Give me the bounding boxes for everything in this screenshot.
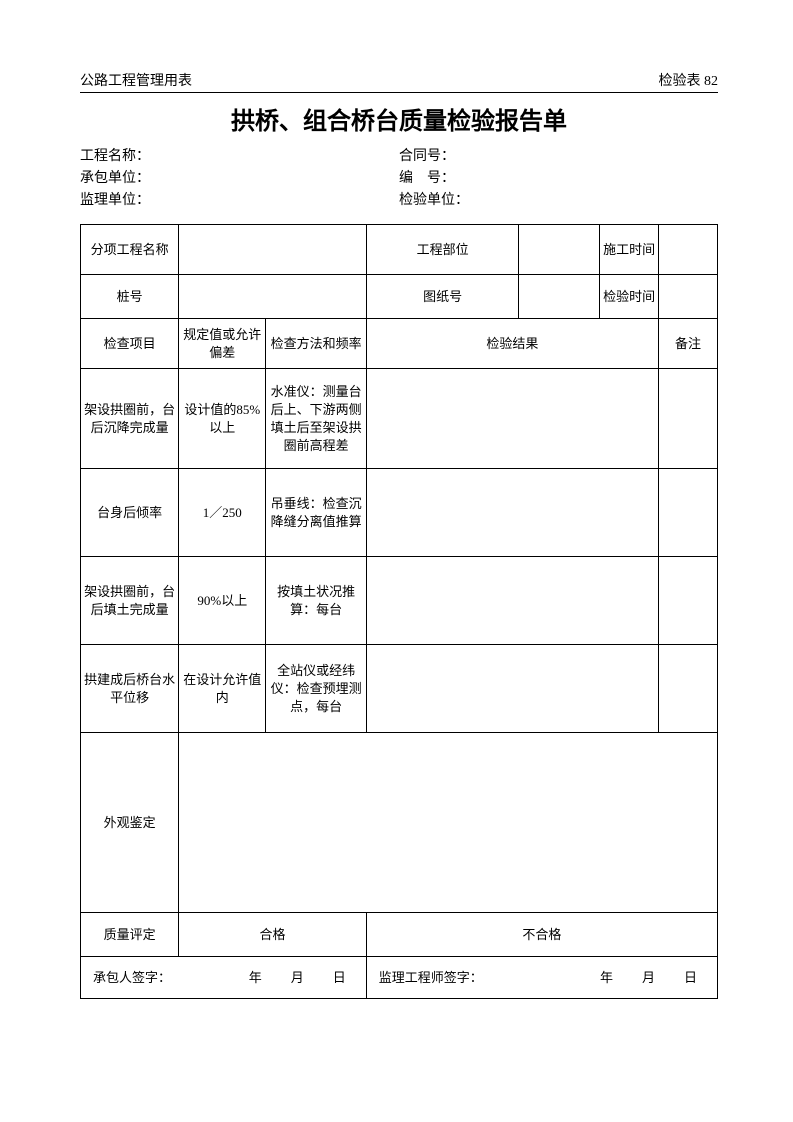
cell-label: 工程部位 — [366, 225, 519, 275]
cell-label: 分项工程名称 — [81, 225, 179, 275]
cell-value — [519, 275, 600, 319]
header-right: 检验表 82 — [659, 70, 719, 90]
check-remark — [659, 557, 718, 645]
contractor-sign-cell: 承包人签字： 年 月 日 — [81, 957, 367, 999]
check-result — [366, 645, 658, 733]
cell-label: 桩号 — [81, 275, 179, 319]
table-row: 桩号 图纸号 检验时间 — [81, 275, 718, 319]
cell-value — [519, 225, 600, 275]
table-row: 承包人签字： 年 月 日 监理工程师签字： 年 月 日 — [81, 957, 718, 999]
quality-label: 质量评定 — [81, 913, 179, 957]
table-row: 检查项目 规定值或允许偏差 检查方法和频率 检验结果 备注 — [81, 319, 718, 369]
check-remark — [659, 469, 718, 557]
check-spec: 90%以上 — [179, 557, 266, 645]
cell-label: 检查方法和频率 — [266, 319, 366, 369]
page-title: 拱桥、组合桥台质量检验报告单 — [80, 101, 718, 136]
table-row: 架设拱圈前，台后沉降完成量 设计值的85%以上 水准仪：测量台后上、下游两侧填土… — [81, 369, 718, 469]
check-method: 全站仪或经纬仪：检查预埋测点，每台 — [266, 645, 366, 733]
contractor-sign-label: 承包人签字： — [93, 970, 171, 985]
check-method: 水准仪：测量台后上、下游两侧填土后至架设拱圈前高程差 — [266, 369, 366, 469]
table-row: 架设拱圈前，台后填土完成量 90%以上 按填土状况推算：每台 — [81, 557, 718, 645]
supervisor-sign-label: 监理工程师签字： — [379, 970, 483, 985]
check-spec: 设计值的85%以上 — [179, 369, 266, 469]
appearance-label: 外观鉴定 — [81, 733, 179, 913]
inspection-table: 分项工程名称 工程部位 施工时间 桩号 图纸号 检验时间 检查项目 规定值或允许… — [80, 224, 718, 999]
check-item: 架设拱圈前，台后沉降完成量 — [81, 369, 179, 469]
contract-no-label: 合同号： — [399, 146, 718, 168]
cell-value — [659, 225, 718, 275]
info-section: 工程名称： 合同号： 承包单位： 编 号： 监理单位： 检验单位： — [80, 146, 718, 212]
table-row: 台身后倾率 1／250 吊垂线：检查沉降缝分离值推算 — [81, 469, 718, 557]
date-text: 年 月 日 — [600, 969, 705, 987]
check-spec: 1／250 — [179, 469, 266, 557]
quality-fail: 不合格 — [366, 913, 717, 957]
cell-value — [179, 275, 367, 319]
cell-value — [659, 275, 718, 319]
cell-label: 规定值或允许偏差 — [179, 319, 266, 369]
cell-label: 检查项目 — [81, 319, 179, 369]
cell-label: 备注 — [659, 319, 718, 369]
check-spec: 在设计允许值内 — [179, 645, 266, 733]
cell-label: 检验结果 — [366, 319, 658, 369]
quality-pass: 合格 — [179, 913, 367, 957]
table-row: 外观鉴定 — [81, 733, 718, 913]
check-item: 拱建成后桥台水平位移 — [81, 645, 179, 733]
check-method: 按填土状况推算：每台 — [266, 557, 366, 645]
date-text: 年 月 日 — [249, 969, 354, 987]
cell-label: 检验时间 — [600, 275, 659, 319]
supervisor-sign-cell: 监理工程师签字： 年 月 日 — [366, 957, 717, 999]
appearance-value — [179, 733, 718, 913]
inspection-unit-label: 检验单位： — [399, 190, 718, 212]
contractor-label: 承包单位： — [80, 168, 399, 190]
check-remark — [659, 369, 718, 469]
header-left: 公路工程管理用表 — [80, 70, 192, 90]
check-remark — [659, 645, 718, 733]
check-method: 吊垂线：检查沉降缝分离值推算 — [266, 469, 366, 557]
table-row: 质量评定 合格 不合格 — [81, 913, 718, 957]
check-item: 台身后倾率 — [81, 469, 179, 557]
table-row: 分项工程名称 工程部位 施工时间 — [81, 225, 718, 275]
project-name-label: 工程名称： — [80, 146, 399, 168]
cell-label: 图纸号 — [366, 275, 519, 319]
check-result — [366, 557, 658, 645]
cell-value — [179, 225, 367, 275]
cell-label: 施工时间 — [600, 225, 659, 275]
check-result — [366, 369, 658, 469]
check-result — [366, 469, 658, 557]
supervisor-label: 监理单位： — [80, 190, 399, 212]
check-item: 架设拱圈前，台后填土完成量 — [81, 557, 179, 645]
table-row: 拱建成后桥台水平位移 在设计允许值内 全站仪或经纬仪：检查预埋测点，每台 — [81, 645, 718, 733]
serial-no-label: 编 号： — [399, 168, 718, 190]
